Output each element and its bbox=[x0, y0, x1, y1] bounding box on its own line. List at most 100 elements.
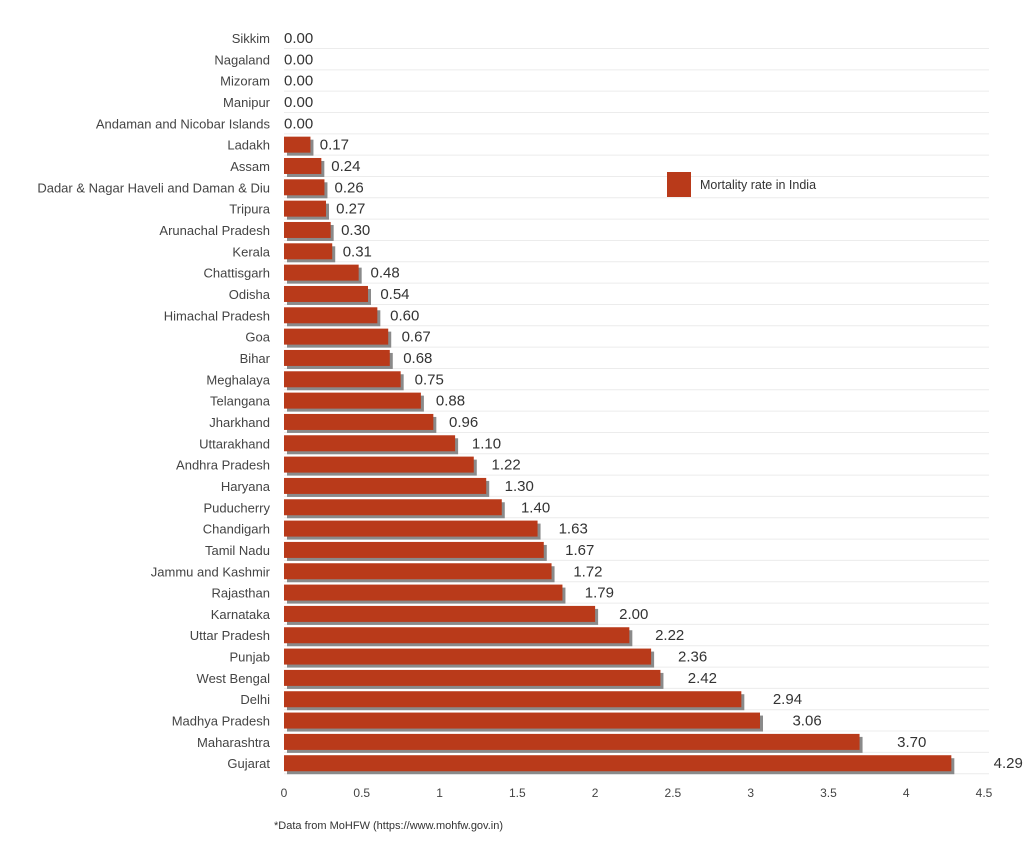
x-tick-label: 3 bbox=[747, 786, 754, 800]
category-label: Haryana bbox=[221, 479, 271, 494]
bar bbox=[284, 413, 434, 430]
bar bbox=[284, 755, 952, 772]
bar bbox=[284, 435, 456, 452]
value-label: 4.29 bbox=[994, 755, 1023, 772]
value-label: 0.75 bbox=[415, 371, 444, 388]
category-label: Mizoram bbox=[220, 74, 270, 89]
value-label: 0.00 bbox=[284, 30, 313, 47]
category-label: Andhra Pradesh bbox=[176, 458, 270, 473]
category-label: Tripura bbox=[229, 202, 270, 217]
bars bbox=[284, 136, 955, 775]
bar bbox=[284, 733, 860, 750]
category-label: Uttar Pradesh bbox=[190, 628, 270, 643]
category-label: Kerala bbox=[232, 244, 270, 259]
x-tick-label: 0 bbox=[281, 786, 288, 800]
bar bbox=[284, 157, 322, 174]
value-label: 0.26 bbox=[335, 179, 364, 196]
category-label: Delhi bbox=[240, 692, 270, 707]
value-label: 0.48 bbox=[371, 265, 400, 282]
category-label: Karnataka bbox=[211, 607, 271, 622]
value-label: 0.30 bbox=[341, 222, 370, 239]
legend-swatch bbox=[667, 172, 691, 197]
x-tick-label: 3.5 bbox=[820, 786, 837, 800]
bar bbox=[284, 307, 378, 324]
category-label: Rajasthan bbox=[211, 586, 270, 601]
x-tick-label: 1.5 bbox=[509, 786, 526, 800]
bar bbox=[284, 648, 652, 665]
x-tick-label: 2.5 bbox=[665, 786, 682, 800]
bar bbox=[284, 541, 544, 558]
value-label: 0.60 bbox=[390, 307, 419, 324]
x-tick-label: 0.5 bbox=[353, 786, 370, 800]
category-labels: Sikkim Nagaland Mizoram Manipur Andaman and … bbox=[37, 31, 270, 771]
category-label: Meghalaya bbox=[206, 372, 270, 387]
x-axis-ticks: 0 0.5 1 1.5 2 2.5 3 3.5 4 4.5 bbox=[281, 786, 993, 800]
value-label: 1.67 bbox=[565, 542, 594, 559]
category-label: Tamil Nadu bbox=[205, 543, 270, 558]
category-label: Dadar & Nagar Haveli and Daman & Diu bbox=[37, 180, 270, 195]
bar bbox=[284, 371, 401, 388]
bar bbox=[284, 264, 359, 281]
value-label: 3.70 bbox=[897, 734, 926, 751]
category-label: Puducherry bbox=[204, 500, 271, 515]
value-label: 0.17 bbox=[320, 137, 349, 154]
category-label: Arunachal Pradesh bbox=[159, 223, 270, 238]
value-label: 0.27 bbox=[336, 201, 365, 218]
value-label: 1.72 bbox=[573, 563, 602, 580]
value-label: 0.00 bbox=[284, 115, 313, 132]
bar bbox=[284, 456, 474, 473]
bar bbox=[284, 563, 552, 580]
value-label: 2.22 bbox=[655, 627, 684, 644]
category-label: Chattisgarh bbox=[204, 266, 270, 281]
value-label: 1.22 bbox=[492, 457, 521, 474]
value-label: 2.36 bbox=[678, 649, 707, 666]
value-label: 1.40 bbox=[521, 499, 550, 516]
bar bbox=[284, 691, 742, 708]
value-label: 0.00 bbox=[284, 51, 313, 68]
value-label: 2.94 bbox=[773, 691, 802, 708]
x-tick-label: 2 bbox=[592, 786, 599, 800]
bar bbox=[284, 349, 390, 366]
value-label: 0.24 bbox=[331, 158, 360, 175]
bar bbox=[284, 712, 760, 729]
category-label: Madhya Pradesh bbox=[172, 714, 270, 729]
bar bbox=[284, 243, 333, 260]
bar bbox=[284, 221, 331, 238]
category-label: Punjab bbox=[230, 650, 270, 665]
category-label: Telangana bbox=[210, 394, 271, 409]
legend: Mortality rate in India bbox=[667, 172, 816, 197]
value-label: 3.06 bbox=[792, 713, 821, 730]
category-label: Nagaland bbox=[214, 52, 270, 67]
value-label: 1.10 bbox=[472, 435, 501, 452]
category-label: Jharkhand bbox=[209, 415, 270, 430]
value-label: 0.00 bbox=[284, 73, 313, 90]
x-tick-label: 4.5 bbox=[976, 786, 993, 800]
bar bbox=[284, 627, 630, 644]
value-label: 0.67 bbox=[402, 329, 431, 346]
bar bbox=[284, 328, 389, 345]
category-label: Manipur bbox=[223, 95, 271, 110]
value-label: 0.00 bbox=[284, 94, 313, 111]
footnote: *Data from MoHFW (https://www.mohfw.gov.… bbox=[274, 820, 503, 832]
x-tick-label: 1 bbox=[436, 786, 443, 800]
category-label: Goa bbox=[245, 330, 270, 345]
bar bbox=[284, 285, 368, 302]
value-label: 0.96 bbox=[449, 414, 478, 431]
category-label: West Bengal bbox=[197, 671, 271, 686]
value-label: 2.42 bbox=[688, 670, 717, 687]
category-label: Jammu and Kashmir bbox=[151, 564, 271, 579]
value-label: 0.31 bbox=[343, 243, 372, 260]
bar bbox=[284, 584, 563, 601]
value-label: 2.00 bbox=[619, 606, 648, 623]
category-label: Ladakh bbox=[227, 138, 270, 153]
value-label: 1.30 bbox=[505, 478, 534, 495]
bar bbox=[284, 392, 421, 409]
category-label: Gujarat bbox=[227, 756, 270, 771]
category-label: Himachal Pradesh bbox=[164, 308, 270, 323]
x-tick-label: 4 bbox=[903, 786, 910, 800]
value-label: 1.63 bbox=[559, 521, 588, 538]
value-labels: 0.00 0.00 0.00 0.00 0.00 0.17 0.24 0.26 0.27 0.30… bbox=[284, 30, 1023, 772]
category-label: Maharashtra bbox=[197, 735, 271, 750]
bar bbox=[284, 520, 538, 537]
category-label: Uttarakhand bbox=[199, 436, 270, 451]
